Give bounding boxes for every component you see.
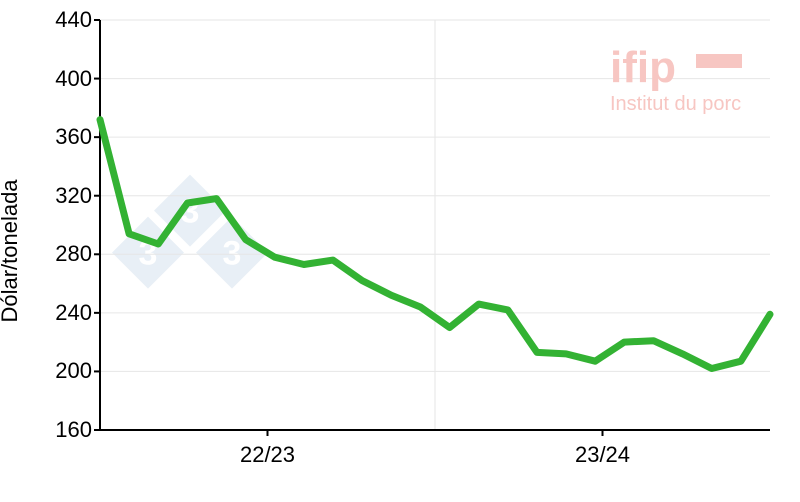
chart-container: Dólar/tonelada 333ifipInstitut du porc 1… <box>0 0 800 502</box>
y-tick-label: 440 <box>48 7 92 33</box>
y-tick-label: 160 <box>48 417 92 443</box>
svg-text:ifip: ifip <box>610 43 676 92</box>
y-tick-label: 240 <box>48 300 92 326</box>
chart-svg: 333ifipInstitut du porc <box>100 20 770 430</box>
x-tick-label: 23/24 <box>575 442 630 468</box>
x-tick-label: 22/23 <box>240 442 295 468</box>
svg-text:Institut du porc: Institut du porc <box>610 93 741 115</box>
y-tick-label: 320 <box>48 183 92 209</box>
y-tick-label: 280 <box>48 241 92 267</box>
y-tick-label: 360 <box>48 124 92 150</box>
svg-text:3: 3 <box>223 235 242 273</box>
y-axis-label: Dólar/tonelada <box>0 179 23 322</box>
plot-area: 333ifipInstitut du porc <box>100 20 770 430</box>
y-tick-label: 400 <box>48 66 92 92</box>
y-tick-label: 200 <box>48 358 92 384</box>
